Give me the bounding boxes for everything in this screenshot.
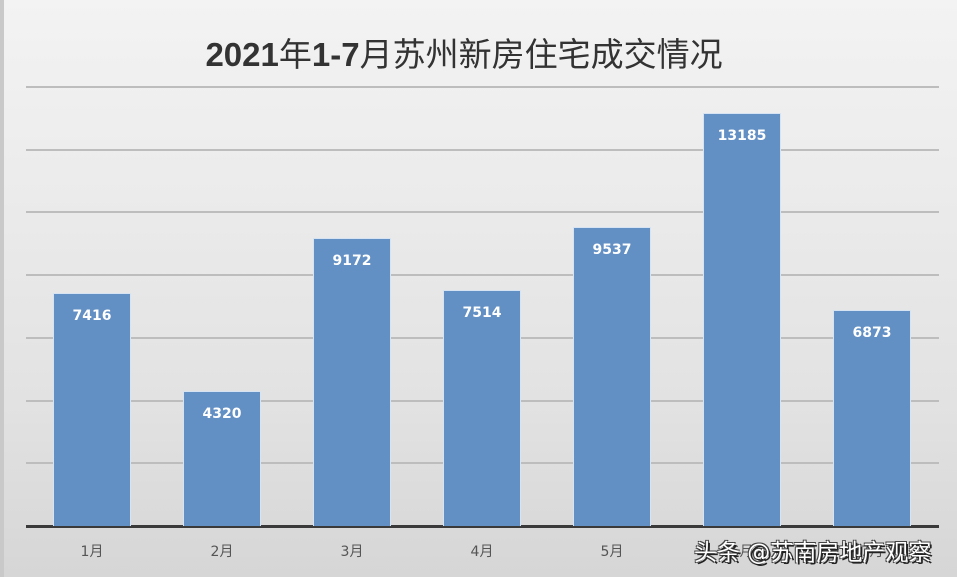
- x-tick-label: 6月: [730, 544, 754, 560]
- data-label: 4320: [202, 405, 242, 422]
- data-label: 7514: [462, 305, 502, 322]
- x-tick-label: 7月: [860, 544, 884, 560]
- x-tick-label: 4月: [470, 544, 494, 560]
- title-range: 1-7: [311, 36, 360, 73]
- gridline: [26, 148, 939, 151]
- bar-3: 9172: [313, 238, 391, 526]
- bar-7: 6873: [833, 310, 911, 526]
- x-tick-label: 1月: [80, 544, 104, 560]
- x-tick-label: 2月: [210, 544, 234, 560]
- gridline: [26, 86, 939, 88]
- data-label: 13185: [717, 127, 767, 144]
- watermark: 头条 @苏南房地产观察: [694, 540, 932, 566]
- title-year: 2021: [205, 36, 279, 73]
- x-tick-label: 3月: [340, 544, 364, 560]
- title-text: 年: [278, 35, 312, 74]
- data-label: 7416: [72, 308, 112, 325]
- title-text: 月苏州新房住宅成交情况: [359, 35, 723, 74]
- bar-2: 4320: [183, 390, 261, 526]
- data-label: 6873: [852, 325, 892, 342]
- bar-1: 7416: [53, 293, 131, 526]
- gridline: [26, 274, 939, 277]
- chart-title: 2021年1-7月苏州新房住宅成交情况: [4, 28, 924, 76]
- bar-5: 9537: [573, 226, 651, 526]
- gridline: [26, 211, 939, 214]
- x-tick-label: 5月: [600, 544, 624, 560]
- data-label: 9537: [592, 241, 632, 258]
- data-label: 9172: [332, 253, 372, 270]
- x-axis-line: [26, 525, 939, 528]
- bar-6: 13185: [703, 112, 781, 526]
- bar-4: 7514: [443, 290, 521, 526]
